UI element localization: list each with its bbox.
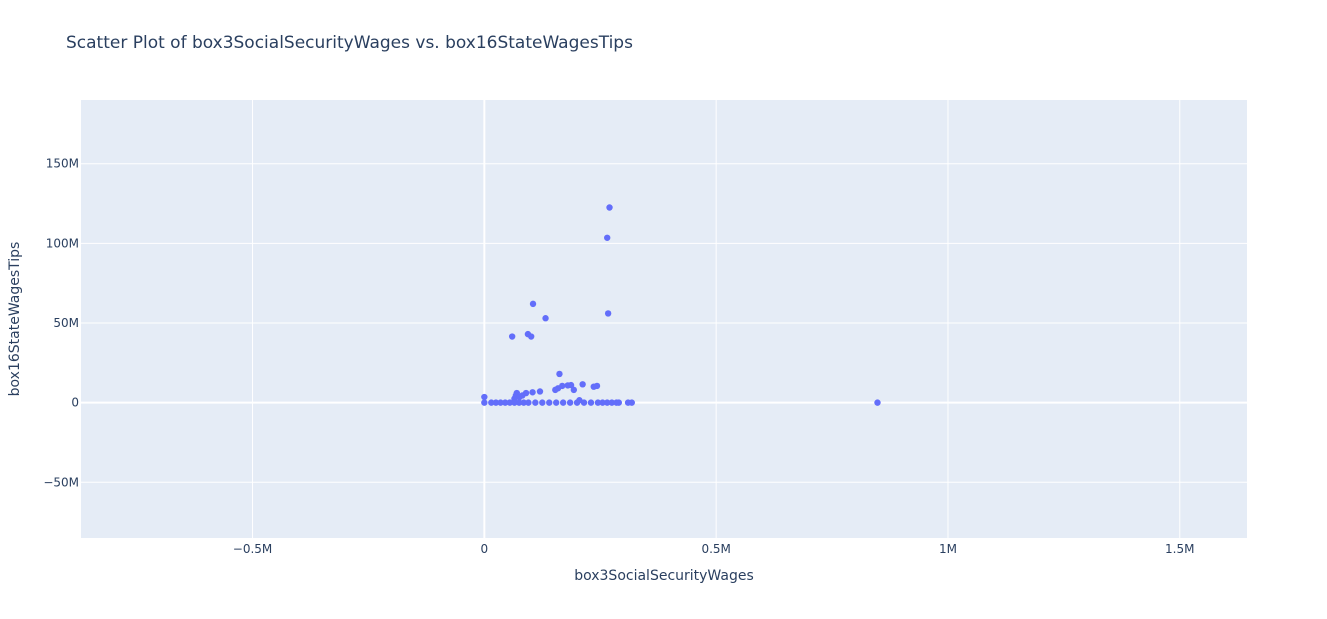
data-point[interactable] xyxy=(579,381,586,388)
data-point[interactable] xyxy=(566,399,574,406)
zero-lines xyxy=(81,100,1247,538)
plot-area xyxy=(81,100,1247,538)
data-point[interactable] xyxy=(554,385,562,392)
data-point[interactable] xyxy=(481,393,488,401)
data-point[interactable] xyxy=(516,393,523,401)
data-point[interactable] xyxy=(615,399,622,406)
data-point[interactable] xyxy=(532,399,539,406)
data-point[interactable] xyxy=(536,388,544,395)
data-point[interactable] xyxy=(506,399,514,406)
data-point[interactable] xyxy=(604,399,611,406)
y-axis-title: box16StateWagesTips xyxy=(7,242,23,397)
data-point[interactable] xyxy=(492,399,500,406)
grid-lines xyxy=(81,100,1247,538)
data-point[interactable] xyxy=(628,399,635,406)
x-tick-label: 0 xyxy=(481,542,489,556)
data-point[interactable] xyxy=(539,399,546,406)
y-tick-label: 50M xyxy=(53,316,79,330)
data-point[interactable] xyxy=(606,204,613,211)
y-tick-label: 0 xyxy=(71,396,79,410)
data-point[interactable] xyxy=(580,399,588,406)
data-points[interactable] xyxy=(481,204,881,406)
data-point[interactable] xyxy=(520,399,527,406)
data-point[interactable] xyxy=(481,399,488,406)
data-point[interactable] xyxy=(608,399,616,406)
data-point[interactable] xyxy=(559,399,567,406)
data-point[interactable] xyxy=(529,300,537,308)
x-tick-label: 1.5M xyxy=(1165,542,1194,556)
data-point[interactable] xyxy=(570,386,578,394)
data-point[interactable] xyxy=(511,399,518,406)
x-axis-title: box3SocialSecurityWages xyxy=(574,568,754,584)
x-tick-label: 1M xyxy=(939,542,957,556)
y-tick-label: 100M xyxy=(46,236,79,250)
data-point[interactable] xyxy=(525,399,532,406)
y-tick-label: −50M xyxy=(43,475,79,489)
data-point[interactable] xyxy=(488,399,495,406)
data-point[interactable] xyxy=(604,234,611,241)
data-point[interactable] xyxy=(497,399,504,406)
data-point[interactable] xyxy=(527,333,535,340)
data-point[interactable] xyxy=(564,382,571,389)
data-point[interactable] xyxy=(604,310,612,317)
data-point[interactable] xyxy=(529,389,536,396)
y-axis-ticks: −50M 0 50M 100M 150M xyxy=(43,157,79,490)
y-tick-label: 150M xyxy=(46,157,79,171)
data-point[interactable] xyxy=(508,333,516,340)
data-point[interactable] xyxy=(553,399,560,406)
data-point[interactable] xyxy=(515,399,523,406)
x-tick-label: 0.5M xyxy=(701,542,730,556)
data-point[interactable] xyxy=(594,399,602,406)
data-point[interactable] xyxy=(874,399,881,406)
data-point[interactable] xyxy=(502,399,509,406)
x-tick-label: −0.5M xyxy=(233,542,273,556)
chart-title: Scatter Plot of box3SocialSecurityWages … xyxy=(66,33,633,53)
data-point[interactable] xyxy=(590,383,597,390)
data-point[interactable] xyxy=(546,399,553,406)
data-point[interactable] xyxy=(599,399,606,406)
x-axis-ticks: −0.5M 0 0.5M 1M 1.5M xyxy=(233,542,1195,556)
data-point[interactable] xyxy=(556,370,563,378)
data-point[interactable] xyxy=(587,399,595,406)
data-point[interactable] xyxy=(542,315,549,322)
